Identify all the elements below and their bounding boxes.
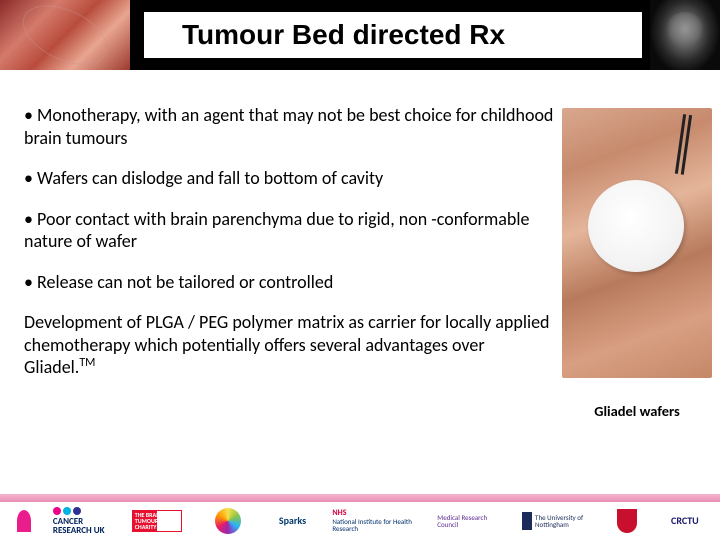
bullet-item: • Release can not be tailored or control… (24, 271, 556, 294)
image-column: Gliadel wafers (562, 104, 712, 420)
logo-nottingham: The University of Nottingham (522, 507, 594, 535)
slide-header: Tumour Bed directed Rx (0, 0, 720, 70)
logo-brain-tumour-charity: THE BRAIN TUMOUR CHARITY (126, 507, 188, 535)
image-caption: Gliadel wafers (562, 402, 712, 420)
content-area: • Monotherapy, with an agent that may no… (0, 70, 720, 420)
logo-btc-text: THE BRAIN TUMOUR CHARITY (132, 510, 182, 532)
summary-text: Development of PLGA / PEG polymer matrix… (24, 311, 556, 379)
header-photo-left (0, 0, 130, 70)
title-container: Tumour Bed directed Rx (144, 12, 642, 58)
slide-title: Tumour Bed directed Rx (182, 19, 505, 51)
logo-newcastle (609, 507, 645, 535)
wafer-photo (562, 108, 712, 378)
header-mri-image (650, 0, 720, 70)
logo-cruk-text: CANCER RESEARCH UK (53, 516, 105, 536)
footer-divider (0, 494, 720, 502)
logo-row: CANCER RESEARCH UK THE BRAIN TUMOUR CHAR… (0, 502, 720, 540)
logo-nottingham-text: The University of Nottingham (535, 514, 594, 528)
slide-footer: CANCER RESEARCH UK THE BRAIN TUMOUR CHAR… (0, 494, 720, 540)
logo-nihr-text: National Institute for Health Research (332, 517, 412, 534)
logo-sparks: Sparks (268, 507, 318, 535)
text-column: • Monotherapy, with an agent that may no… (24, 104, 562, 420)
bullet-item: • Monotherapy, with an agent that may no… (24, 104, 556, 149)
logo-charity-figure (10, 507, 38, 535)
logo-nihr: NHSNational Institute for Health Researc… (332, 507, 422, 535)
trademark-symbol: TM (79, 356, 95, 370)
logo-cruk: CANCER RESEARCH UK (53, 507, 111, 535)
summary-body: Development of PLGA / PEG polymer matrix… (24, 311, 550, 378)
logo-crctu: CRCTU (660, 507, 710, 535)
wafer-disc-shape (588, 180, 684, 272)
bullet-item: • Poor contact with brain parenchyma due… (24, 208, 556, 253)
logo-children-with-cancer (203, 507, 253, 535)
logo-mrc: Medical Research Council (437, 507, 507, 535)
bullet-item: • Wafers can dislodge and fall to bottom… (24, 167, 556, 190)
